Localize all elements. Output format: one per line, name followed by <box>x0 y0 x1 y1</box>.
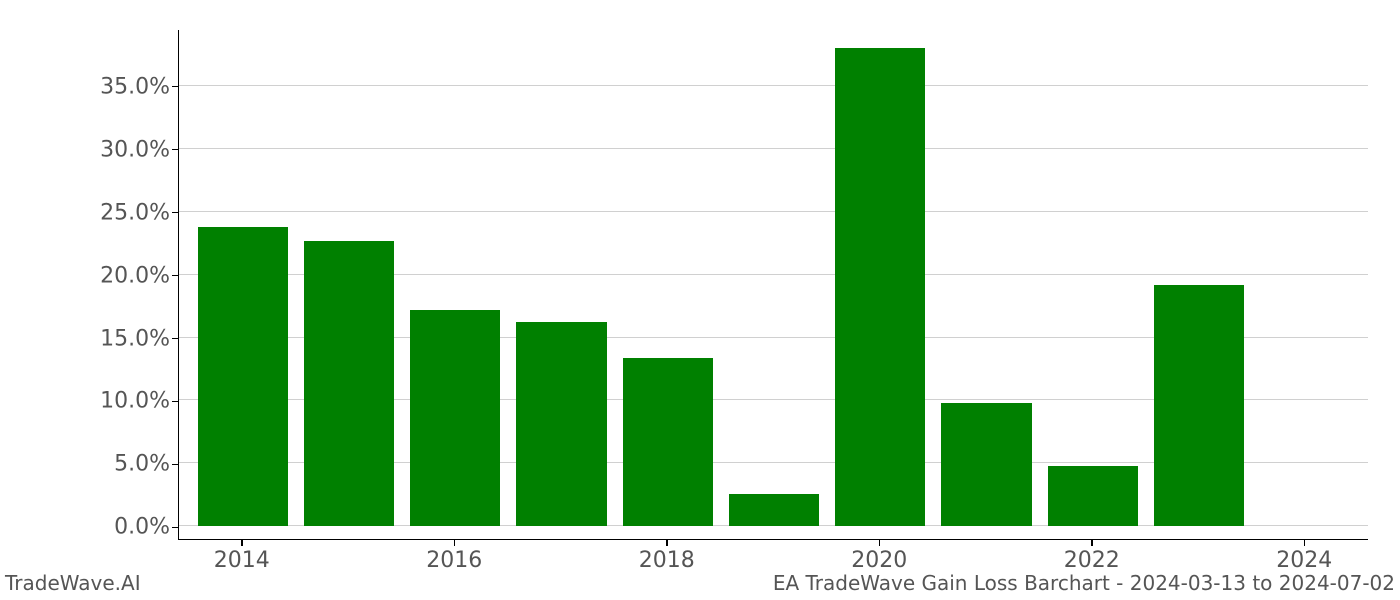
y-tick-mark <box>172 401 178 403</box>
bar <box>516 322 606 526</box>
bar <box>304 241 394 527</box>
y-tick-mark <box>172 464 178 466</box>
bar <box>729 494 819 527</box>
y-tick-label: 5.0% <box>114 452 170 477</box>
gridline <box>179 211 1368 212</box>
footer-left-text: TradeWave.AI <box>5 571 141 595</box>
plot-area <box>178 30 1368 540</box>
bar <box>1048 466 1138 526</box>
y-tick-label: 25.0% <box>100 200 170 225</box>
y-tick-mark <box>172 86 178 88</box>
y-tick-label: 20.0% <box>100 263 170 288</box>
x-tick-mark <box>879 540 881 546</box>
chart-container <box>178 30 1368 540</box>
x-tick-label: 2016 <box>426 548 482 573</box>
bar <box>835 48 925 527</box>
y-tick-label: 0.0% <box>114 515 170 540</box>
x-tick-mark <box>1091 540 1093 546</box>
footer-right-text: EA TradeWave Gain Loss Barchart - 2024-0… <box>773 571 1395 595</box>
x-tick-label: 2022 <box>1064 548 1120 573</box>
bar <box>1154 285 1244 527</box>
x-tick-label: 2018 <box>639 548 695 573</box>
x-tick-mark <box>666 540 668 546</box>
y-tick-mark <box>172 212 178 214</box>
bar <box>623 358 713 527</box>
bar <box>941 403 1031 526</box>
y-tick-mark <box>172 338 178 340</box>
x-tick-mark <box>1304 540 1306 546</box>
bar <box>198 227 288 527</box>
y-tick-label: 15.0% <box>100 326 170 351</box>
bar <box>410 310 500 527</box>
x-tick-label: 2020 <box>851 548 907 573</box>
y-tick-mark <box>172 275 178 277</box>
gridline <box>179 85 1368 86</box>
x-tick-mark <box>454 540 456 546</box>
y-tick-label: 35.0% <box>100 74 170 99</box>
gridline <box>179 148 1368 149</box>
y-tick-mark <box>172 527 178 529</box>
y-tick-label: 30.0% <box>100 137 170 162</box>
x-tick-mark <box>241 540 243 546</box>
x-tick-label: 2024 <box>1276 548 1332 573</box>
x-tick-label: 2014 <box>214 548 270 573</box>
y-tick-mark <box>172 149 178 151</box>
y-tick-label: 10.0% <box>100 389 170 414</box>
